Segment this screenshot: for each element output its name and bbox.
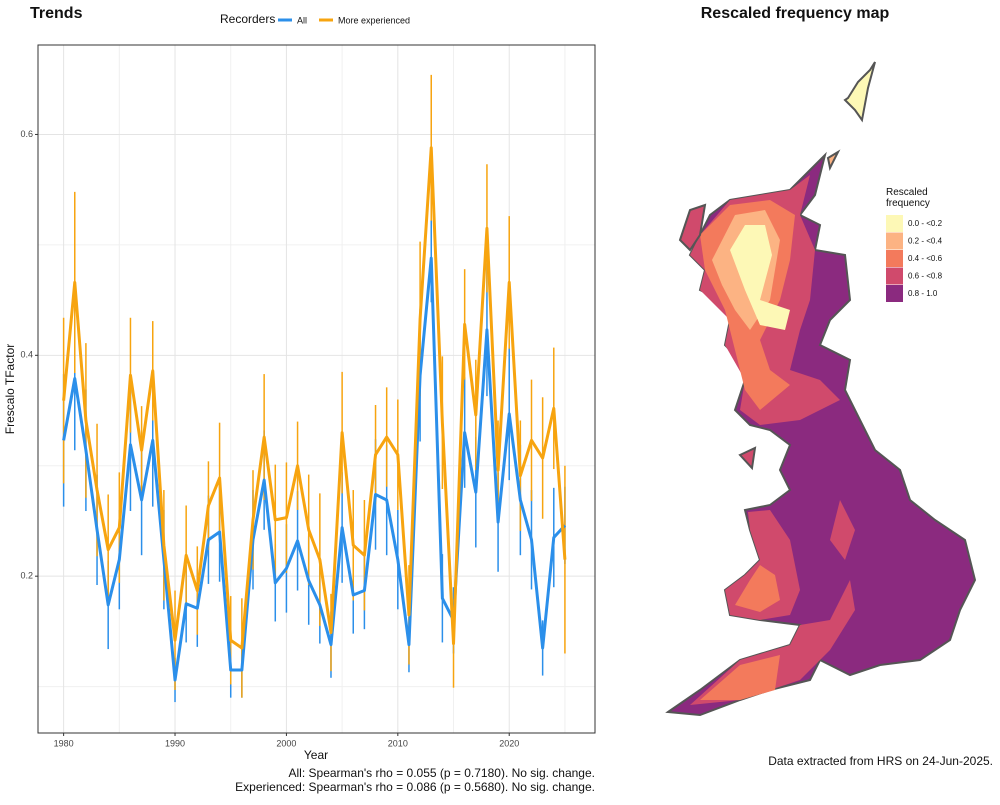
annotation: Experienced: Spearman's rho = 0.086 (p =… (235, 780, 595, 794)
plot: 0.2 0.4 0.6 1980 1990 2000 2010 2020 All More exp… (20, 15, 596, 748)
annotation: All: Spearman's rho = 0.055 (p = 0.7180)… (289, 766, 595, 780)
x-axis-label: Year (304, 748, 328, 762)
y-axis-label: Frescalo TFactor (3, 344, 17, 434)
legend-label: More experienced (338, 15, 410, 25)
legend-title: Recorders (220, 12, 275, 26)
legend-swatch (886, 232, 903, 250)
y-tick-label: 0.4 (20, 350, 33, 360)
series-line (62, 256, 567, 682)
map-zone (735, 565, 780, 612)
map-legend: 0.0 - <0.2 0.2 - <0.4 0.4 - <0.6 0.6 - <0.8… (886, 215, 943, 302)
legend-swatch (886, 250, 903, 267)
island (826, 149, 841, 172)
legend-swatch (886, 267, 903, 285)
map: Rescaled frequency map Rescaled frequency… (665, 5, 993, 768)
legend-label: 0.8 - 1.0 (908, 289, 938, 298)
legend-label: 0.4 - <0.6 (908, 254, 943, 263)
map-zone (700, 655, 780, 700)
legend-label: 0.2 - <0.4 (908, 237, 943, 246)
island (738, 446, 757, 471)
map-title: Rescaled frequency map (701, 5, 890, 22)
island (843, 61, 876, 123)
legend-swatch (886, 215, 903, 232)
x-tick-label: 1990 (165, 738, 185, 748)
footnote: Data extracted from HRS on 24-Jun-2025. (768, 754, 993, 768)
chart-title: Trends (30, 5, 83, 22)
legend-title: Rescaled frequency (886, 187, 930, 209)
legend-label: 0.0 - <0.2 (908, 219, 943, 228)
y-tick-label: 0.2 (20, 571, 33, 581)
series-line (62, 146, 567, 650)
y-tick-label: 0.6 (20, 129, 33, 139)
x-tick-label: 1980 (54, 738, 74, 748)
x-tick-label: 2000 (276, 738, 296, 748)
plot-frame (37, 44, 596, 734)
legend-label: 0.6 - <0.8 (908, 272, 943, 281)
legend-swatch (886, 285, 903, 302)
island (678, 203, 707, 252)
x-tick-label: 2010 (388, 738, 408, 748)
legend-label: All (297, 15, 307, 25)
x-tick-label: 2020 (499, 738, 519, 748)
map-zone (830, 500, 855, 560)
map-zone (730, 225, 790, 330)
